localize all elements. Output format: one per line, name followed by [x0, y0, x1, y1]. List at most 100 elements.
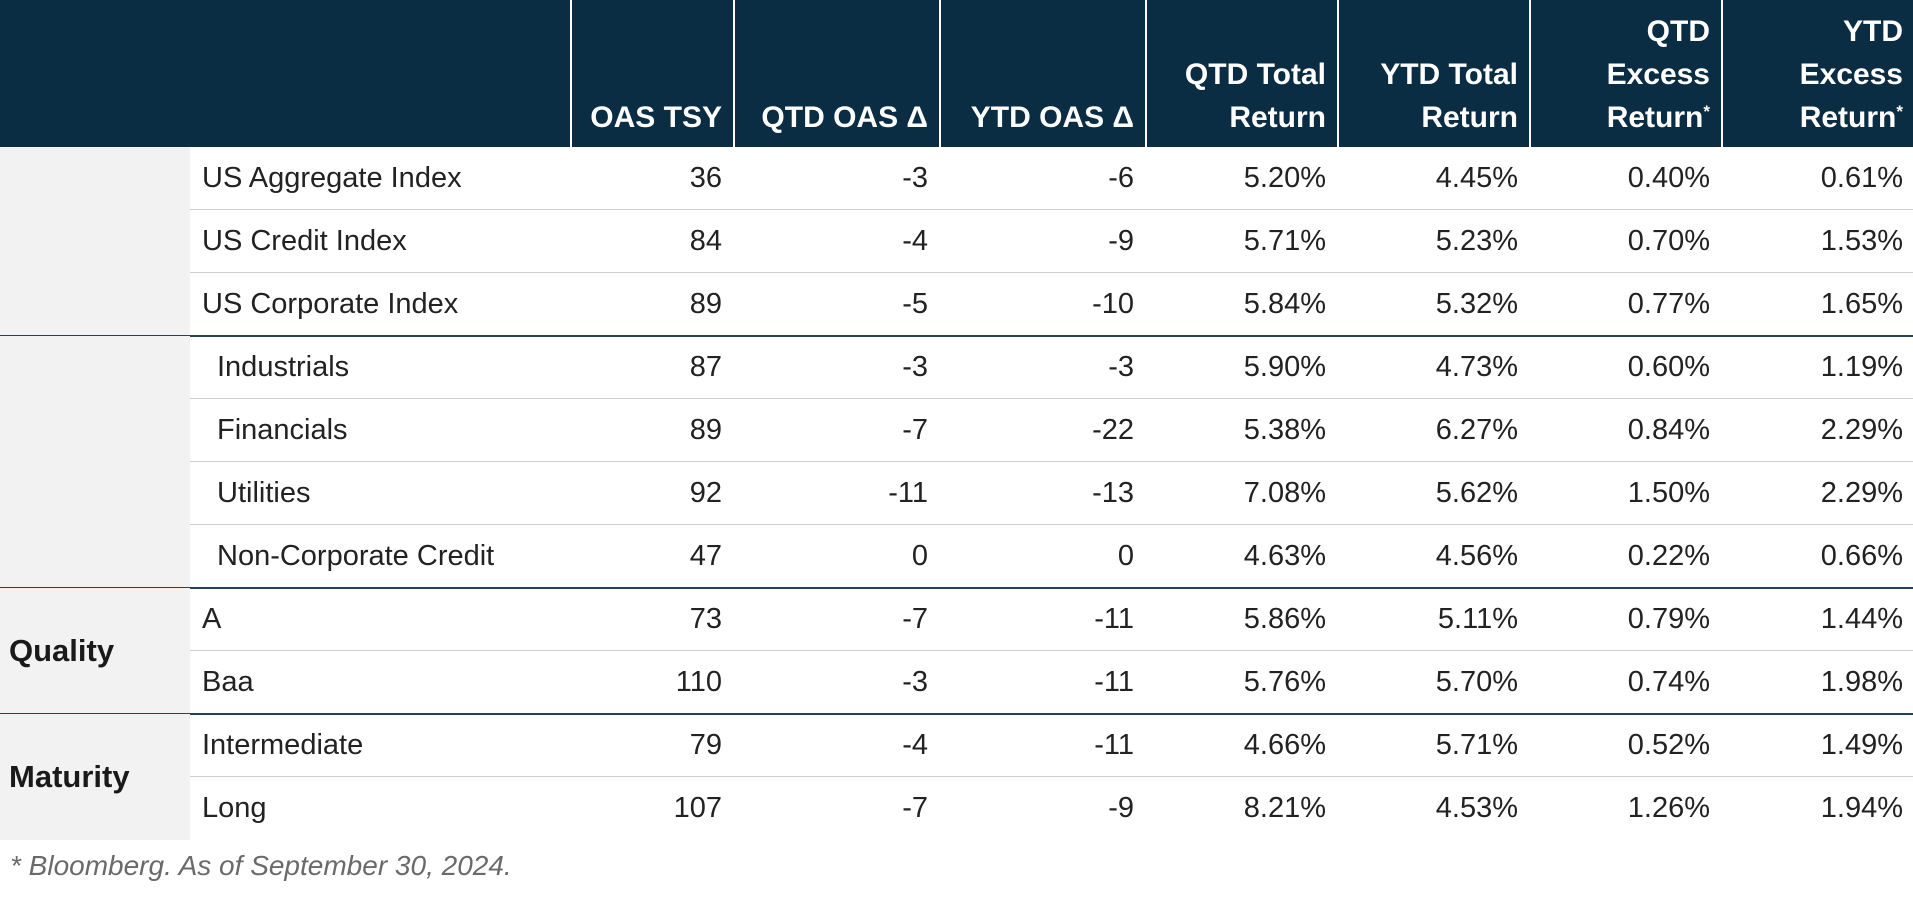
- cell-qtd-oas: -11: [888, 477, 928, 509]
- table-row: A 73 -7 -11 5.86% 5.11% 0.79% 1.44%: [190, 588, 1913, 651]
- group-divider: [0, 335, 1913, 337]
- group-divider: [0, 713, 1913, 715]
- cell-qtd-oas: -3: [902, 351, 928, 383]
- cell-ytd-total: 4.53%: [1435, 792, 1518, 824]
- row-divider: [190, 398, 1913, 399]
- cell-qtd-oas: -7: [902, 792, 928, 824]
- cell-ytd-total: 5.70%: [1435, 666, 1518, 698]
- column-header-line: QTD Total: [1146, 53, 1326, 96]
- header-divider: [939, 0, 941, 147]
- cell-oas-tsy: 92: [689, 477, 722, 509]
- column-header-line: Return*: [1530, 96, 1710, 139]
- cell-oas-tsy: 89: [689, 288, 722, 320]
- cell-ytd-excess: 1.49%: [1820, 729, 1903, 761]
- cell-qtd-total: 8.21%: [1243, 792, 1326, 824]
- cell-qtd-total: 5.90%: [1243, 351, 1326, 383]
- cell-qtd-excess: 0.70%: [1627, 225, 1710, 257]
- table-row: US Credit Index 84 -4 -9 5.71% 5.23% 0.70% 1.53…: [190, 210, 1913, 273]
- cell-ytd-excess: 1.94%: [1820, 792, 1903, 824]
- cell-qtd-excess: 1.50%: [1627, 477, 1710, 509]
- cell-oas-tsy: 84: [689, 225, 722, 257]
- column-header-text: Excess: [1606, 58, 1710, 91]
- group-label-cell: Maturity: [0, 714, 190, 840]
- cell-ytd-total: 5.62%: [1435, 477, 1518, 509]
- column-header-line: YTD Total: [1338, 53, 1518, 96]
- column-header-line: Excess: [1530, 53, 1710, 96]
- cell-qtd-oas: -4: [902, 225, 928, 257]
- cell-ytd-total: 5.32%: [1435, 288, 1518, 320]
- table-row: Financials 89 -7 -22 5.38% 6.27% 0.84% 2.29%: [190, 399, 1913, 462]
- column-header-line: QTD OAS Δ: [734, 96, 928, 139]
- cell-qtd-total: 4.63%: [1243, 540, 1326, 572]
- cell-ytd-excess: 1.98%: [1820, 666, 1903, 698]
- cell-ytd-excess: 1.65%: [1820, 288, 1903, 320]
- cell-qtd-oas: -7: [902, 603, 928, 635]
- table-header: OAS TSY QTD OAS Δ YTD OAS Δ QTD Total Return…: [0, 0, 1913, 147]
- column-header-line: Excess: [1722, 53, 1903, 96]
- column-header-line: Return*: [1722, 96, 1903, 139]
- cell-oas-tsy: 73: [689, 603, 722, 635]
- cell-oas-tsy: 36: [689, 162, 722, 194]
- column-header-text: Return: [1229, 101, 1326, 134]
- cell-ytd-total: 4.73%: [1435, 351, 1518, 383]
- row-divider: [190, 524, 1913, 525]
- cell-qtd-oas: 0: [911, 540, 928, 572]
- row-label: Long: [202, 792, 267, 824]
- cell-qtd-oas: -7: [902, 414, 928, 446]
- cell-qtd-excess: 1.26%: [1627, 792, 1710, 824]
- cell-qtd-excess: 0.84%: [1627, 414, 1710, 446]
- row-label: Non-Corporate Credit: [217, 540, 495, 572]
- column-header-oas-tsy: OAS TSY: [571, 0, 722, 147]
- table-row: US Aggregate Index 36 -3 -6 5.20% 4.45% 0.40% 0…: [190, 147, 1913, 210]
- table-row: Utilities 92 -11 -13 7.08% 5.62% 1.50% 2.29%: [190, 462, 1913, 525]
- header-divider: [570, 0, 572, 147]
- column-header-line: YTD OAS Δ: [940, 96, 1134, 139]
- cell-oas-tsy: 47: [689, 540, 722, 572]
- column-header-line: OAS TSY: [571, 96, 722, 139]
- group-divider: [0, 587, 1913, 589]
- footnote-marker: *: [1896, 102, 1903, 121]
- cell-qtd-total: 5.86%: [1243, 603, 1326, 635]
- row-label: US Corporate Index: [202, 288, 459, 320]
- cell-ytd-oas: 0: [1117, 540, 1134, 572]
- row-divider: [190, 650, 1913, 651]
- row-divider: [190, 461, 1913, 462]
- cell-oas-tsy: 79: [689, 729, 722, 761]
- cell-ytd-excess: 2.29%: [1820, 477, 1903, 509]
- cell-qtd-excess: 0.77%: [1627, 288, 1710, 320]
- table-row: Baa 110 -3 -11 5.76% 5.70% 0.74% 1.98%: [190, 651, 1913, 714]
- row-label: US Credit Index: [202, 225, 407, 257]
- cell-ytd-total: 5.11%: [1437, 603, 1518, 635]
- cell-ytd-total: 4.56%: [1435, 540, 1518, 572]
- cell-qtd-excess: 0.79%: [1627, 603, 1710, 635]
- column-header-text: QTD: [1646, 15, 1710, 48]
- cell-qtd-total: 5.38%: [1243, 414, 1326, 446]
- cell-oas-tsy: 107: [673, 792, 722, 824]
- table-row: Non-Corporate Credit 47 0 0 4.63% 4.56% 0.22% 0…: [190, 525, 1913, 588]
- column-header-text: QTD OAS Δ: [761, 101, 928, 134]
- row-label: A: [202, 603, 222, 635]
- column-header-text: Return: [1421, 101, 1518, 134]
- column-header-text: YTD: [1843, 15, 1903, 48]
- row-label: Industrials: [217, 351, 350, 383]
- row-divider: [190, 272, 1913, 273]
- cell-ytd-oas: -6: [1108, 162, 1134, 194]
- table-row: US Corporate Index 89 -5 -10 5.84% 5.32% 0.77%…: [190, 273, 1913, 336]
- group-label: Quality: [9, 633, 115, 668]
- cell-ytd-oas: -9: [1108, 792, 1134, 824]
- column-header-ytd-total: YTD Total Return: [1338, 0, 1518, 147]
- group-label-cell: Quality: [0, 588, 190, 714]
- cell-qtd-oas: -3: [902, 162, 928, 194]
- footnote: * Bloomberg. As of September 30, 2024.: [10, 850, 512, 881]
- cell-ytd-excess: 0.61%: [1820, 162, 1903, 194]
- cell-qtd-total: 5.84%: [1243, 288, 1326, 320]
- cell-qtd-total: 5.71%: [1243, 225, 1326, 257]
- cell-oas-tsy: 89: [689, 414, 722, 446]
- cell-qtd-oas: -3: [902, 666, 928, 698]
- cell-ytd-oas: -11: [1094, 603, 1134, 635]
- cell-ytd-total: 5.23%: [1435, 225, 1518, 257]
- row-label: Utilities: [217, 477, 311, 509]
- cell-qtd-oas: -5: [902, 288, 928, 320]
- column-header-line: QTD: [1530, 10, 1710, 53]
